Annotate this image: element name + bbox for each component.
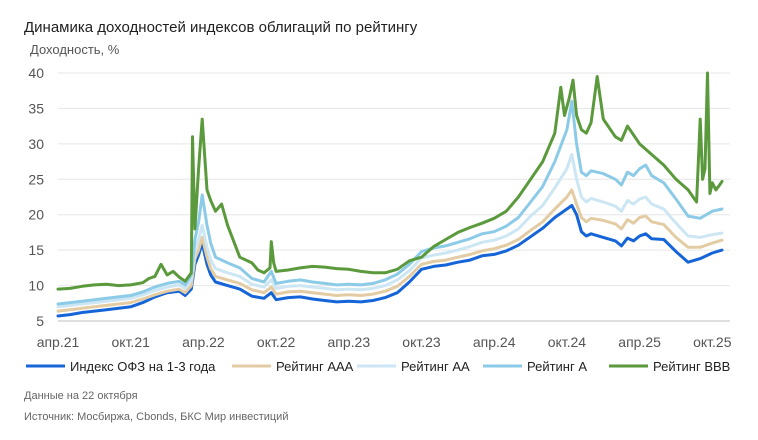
legend-label: Индекс ОФЗ на 1-3 года bbox=[70, 359, 216, 374]
x-axis-ticks: апр.21 окт.21 апр.22 окт.22 апр.23 окт.23 апр.… bbox=[37, 334, 732, 350]
y-tick-label: 35 bbox=[28, 100, 44, 116]
y-tick-label: 10 bbox=[28, 278, 44, 294]
y-tick-label: 25 bbox=[28, 171, 44, 187]
y-tick-label: 30 bbox=[28, 136, 44, 152]
legend-label: Рейтинг ВВВ bbox=[653, 359, 730, 374]
series-line-4 bbox=[56, 99, 724, 306]
series-lines bbox=[56, 71, 724, 318]
series-line-5 bbox=[56, 71, 724, 291]
x-tick-label: апр.23 bbox=[327, 334, 370, 350]
y-tick-label: 15 bbox=[28, 242, 44, 258]
x-tick-label: окт.23 bbox=[402, 334, 441, 350]
x-tick-label: апр.22 bbox=[182, 334, 225, 350]
y-axis-ticks: 5 10 15 20 25 30 35 40 bbox=[28, 65, 44, 329]
x-tick-label: окт.24 bbox=[548, 334, 587, 350]
source-note: Источник: Мосбиржа, Cbonds, БКС Мир инве… bbox=[24, 411, 289, 423]
y-tick-label: 40 bbox=[28, 65, 44, 81]
series-line-1 bbox=[56, 204, 724, 318]
y-axis-label: Доходность, % bbox=[30, 42, 120, 57]
series-line-3 bbox=[56, 153, 724, 309]
series-line-2 bbox=[56, 188, 724, 313]
x-tick-label: апр.21 bbox=[37, 334, 80, 350]
legend-label: Рейтинг ААА bbox=[276, 359, 354, 374]
x-tick-label: апр.24 bbox=[473, 334, 516, 350]
gridlines bbox=[58, 72, 730, 322]
legend-label: Рейтинг АА bbox=[401, 359, 470, 374]
x-tick-label: окт.25 bbox=[693, 334, 732, 350]
x-tick-label: окт.22 bbox=[257, 334, 296, 350]
legend: Индекс ОФЗ на 1-3 года Рейтинг ААА Рейтинг… bbox=[26, 359, 730, 374]
legend-label: Рейтинг А bbox=[527, 359, 587, 374]
y-tick-label: 20 bbox=[28, 207, 44, 223]
x-tick-label: апр.25 bbox=[618, 334, 661, 350]
y-tick-label: 5 bbox=[36, 313, 44, 329]
x-tick-label: окт.21 bbox=[112, 334, 151, 350]
chart-title: Динамика доходностей индексов облигаций … bbox=[24, 19, 418, 36]
data-date-note: Данные на 22 октября bbox=[24, 390, 138, 402]
